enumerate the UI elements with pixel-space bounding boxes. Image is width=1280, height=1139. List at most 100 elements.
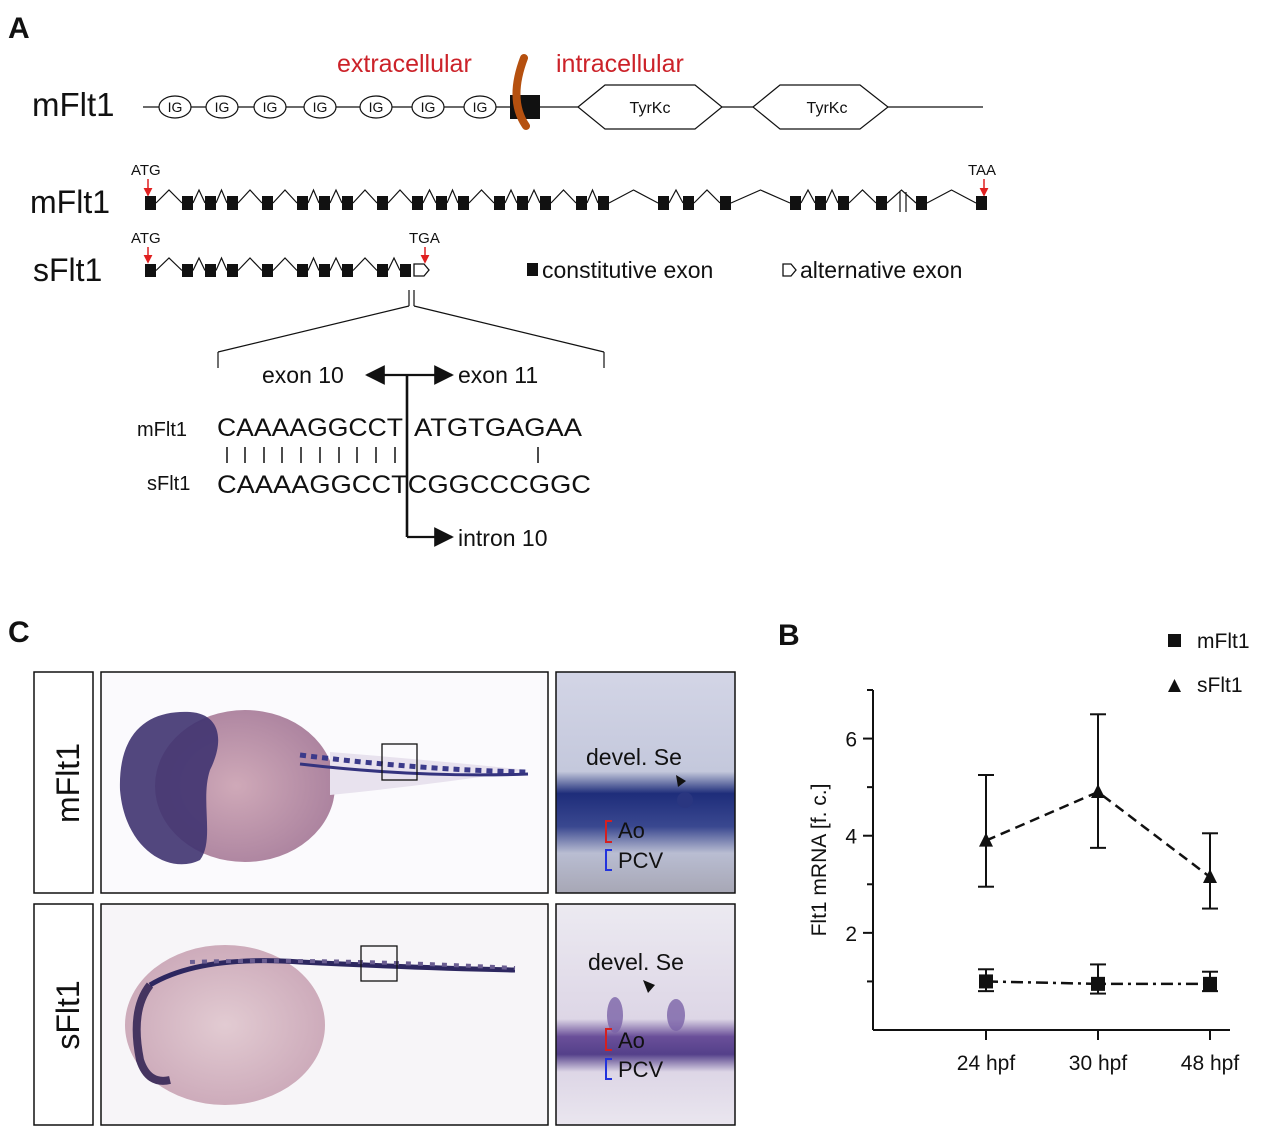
intron — [608, 189, 659, 204]
data-point-mFlt1 — [1091, 976, 1105, 991]
panel-label-c: C — [8, 616, 30, 649]
ao-label-2: Ao — [618, 1028, 645, 1053]
y-tick-label: 6 — [845, 729, 857, 752]
insitu-panel: mFlt1 sFlt1 devel. Se Ao PCV — [33, 671, 736, 1126]
y-tick-label: 2 — [845, 923, 857, 946]
exon — [876, 196, 887, 210]
row-label-box-2 — [33, 903, 94, 1126]
ig-label: IG — [313, 99, 328, 115]
arrowhead-2 — [643, 980, 655, 993]
ig-domain — [359, 95, 393, 119]
embryo-image-sflt1 — [100, 903, 549, 1126]
atg-label-m: ATG — [131, 162, 161, 179]
exon — [377, 264, 388, 277]
cell-membrane — [512, 54, 530, 130]
exon — [205, 196, 216, 210]
intron — [215, 188, 228, 204]
intron — [693, 189, 721, 204]
series-line-mFlt1 — [985, 980, 1210, 986]
intron10-label: intron 10 — [458, 525, 548, 551]
sequence-zoom: exon 10 exon 11 intron 10 mFlt1 CAAAAGGC… — [137, 290, 605, 551]
seq-label-sflt1: sFlt1 — [147, 473, 190, 495]
intron — [192, 256, 206, 271]
ig-label: IG — [473, 99, 488, 115]
exon — [262, 196, 273, 210]
gene-structure-mflt1: mFlt1 ATG TAA — [30, 162, 996, 220]
exon — [297, 264, 308, 277]
intron — [800, 188, 816, 204]
exon11-label: exon 11 — [458, 362, 538, 388]
ig-domain — [205, 95, 239, 119]
intron — [329, 256, 343, 271]
legend-alternative-swatch — [782, 263, 797, 277]
domain-title: mFlt1 — [32, 86, 115, 123]
exon — [838, 196, 849, 210]
intron — [215, 256, 228, 271]
intron — [272, 189, 298, 204]
gene-structure-sflt1: sFlt1 ATG TGA constitutive exon alternat… — [33, 230, 962, 288]
legend-constitutive-swatch — [527, 263, 538, 276]
chart-axes: 2 4 6 24 hpf 30 hpf 48 hpf — [845, 689, 1240, 1075]
intron — [155, 189, 183, 204]
zoom-box-1 — [381, 743, 418, 781]
extracellular-label: extracellular — [337, 50, 472, 78]
intron — [886, 189, 917, 204]
pcv-label-1: PCV — [618, 848, 664, 873]
exon — [598, 196, 609, 210]
tyrkc-label-2: TyrKc — [807, 100, 848, 117]
x-tick-label: 30 hpf — [1069, 1052, 1128, 1075]
intron — [504, 188, 518, 204]
x-tick-label: 24 hpf — [957, 1052, 1016, 1075]
exon — [227, 196, 238, 210]
intron — [352, 257, 378, 271]
intron — [387, 189, 413, 204]
ig-domain — [303, 95, 337, 119]
intron — [468, 189, 495, 204]
intron — [825, 188, 839, 204]
exon — [145, 196, 156, 210]
exon — [319, 196, 330, 210]
tyrkc-domain-2: TyrKc — [752, 84, 889, 130]
tga-label: TGA — [409, 230, 440, 247]
ig-label: IG — [369, 99, 384, 115]
atg-label-s: ATG — [131, 230, 161, 247]
flt1-mrna-chart: mFlt1 sFlt1 Flt1 mRNA [f. c.] 2 4 6 24 hpf 3… — [808, 630, 1250, 1075]
data-point-sFlt1 — [979, 832, 993, 847]
exon — [205, 264, 216, 277]
ig-label: IG — [263, 99, 278, 115]
seq-mflt1-exon11: ATGTGAGAA — [414, 414, 582, 442]
row-label-box-1 — [33, 671, 94, 894]
exon — [436, 196, 447, 210]
alternative-exon — [413, 263, 430, 277]
intracellular-label: intracellular — [556, 50, 684, 78]
tyrkc-label-1: TyrKc — [630, 100, 671, 117]
exon10-label: exon 10 — [262, 362, 344, 388]
legend-label-sflt1: sFlt1 — [1197, 674, 1243, 697]
exons-mflt1 — [145, 188, 987, 210]
intron — [668, 188, 684, 204]
taa-label: TAA — [968, 162, 996, 179]
intron — [307, 256, 320, 271]
x-tick-label: 48 hpf — [1181, 1052, 1240, 1075]
chart-legend: mFlt1 sFlt1 — [1168, 630, 1250, 697]
seq-label-mflt1: mFlt1 — [137, 419, 187, 441]
intron — [272, 257, 298, 271]
ao-bracket-2 — [605, 1028, 612, 1051]
exon — [412, 196, 423, 210]
panel-label-a: A — [8, 12, 30, 45]
ig-domain — [158, 95, 192, 119]
exon — [540, 196, 551, 210]
intron — [192, 188, 206, 204]
panel-label-b: B — [778, 619, 800, 652]
exon — [342, 264, 353, 277]
ig-domain — [463, 95, 497, 119]
alignment-ticks — [226, 447, 539, 463]
exon — [916, 196, 927, 210]
intron — [550, 189, 577, 204]
intron — [155, 257, 183, 271]
ig-domains: IG IG IG IG IG IG IG — [158, 95, 497, 119]
ig-domain — [253, 95, 287, 119]
data-point-sFlt1 — [1203, 869, 1217, 883]
exon — [400, 264, 411, 277]
